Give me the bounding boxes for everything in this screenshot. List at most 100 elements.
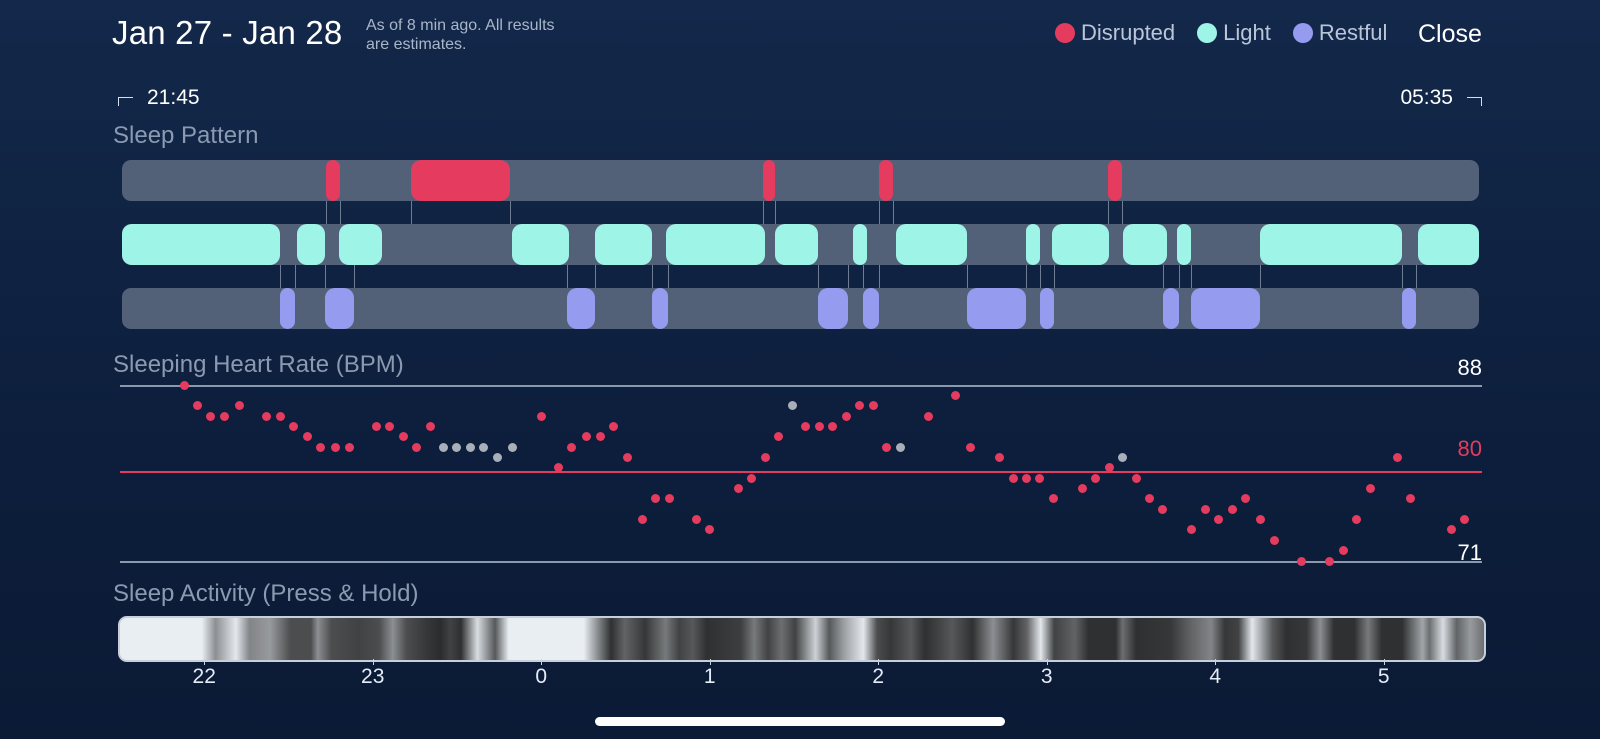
heart-rate-point (492, 452, 502, 462)
x-tick-label: 3 (1040, 665, 1053, 688)
heart-rate-point (385, 421, 395, 431)
restful-track (122, 288, 1479, 329)
disrupted-segment (326, 160, 341, 201)
end-bracket-icon (1467, 96, 1482, 106)
start-bracket-icon (118, 96, 133, 106)
date-range-title: Jan 27 - Jan 28 (112, 14, 343, 51)
x-tick-label: 0 (535, 665, 548, 688)
heart-rate-point (275, 411, 285, 421)
end-time: 05:35 (1400, 86, 1482, 110)
disrupted-segment (762, 160, 776, 201)
hr-avg-line (120, 471, 1482, 473)
stage-transition-line (1026, 265, 1028, 288)
heart-rate-point (235, 401, 245, 411)
stage-transition-line (1040, 265, 1042, 288)
close-button[interactable]: Close (1418, 20, 1482, 48)
restful-segment (567, 288, 595, 329)
time-axis: 22 23 0 1 2 3 4 5 (120, 659, 1482, 695)
x-tick-mark (878, 659, 880, 665)
heart-rate-point (1392, 452, 1402, 462)
light-segment (1123, 224, 1167, 265)
stage-transition-line (279, 265, 281, 288)
stage-transition-line (594, 265, 596, 288)
restful-segment (324, 288, 355, 329)
light-segment (594, 224, 653, 265)
sleep-activity-bar[interactable] (118, 616, 1486, 662)
restful-segment (279, 288, 296, 329)
restful-segment (818, 288, 848, 329)
heart-rate-point (1091, 473, 1101, 483)
heart-rate-point (868, 401, 878, 411)
x-tick-mark (709, 659, 711, 665)
restful-segment (652, 288, 668, 329)
heart-rate-chart[interactable]: 88 80 71 (120, 355, 1482, 566)
start-time-label: 21:45 (147, 86, 200, 109)
light-segment (511, 224, 569, 265)
light-segment (775, 224, 819, 265)
heart-rate-point (924, 411, 934, 421)
heart-rate-point (1048, 494, 1058, 504)
hr-min-label: 71 (1457, 540, 1482, 565)
stage-transition-line (879, 265, 881, 288)
heart-rate-point (1077, 484, 1087, 494)
heart-rate-point (774, 432, 784, 442)
heart-rate-point (747, 473, 757, 483)
heart-rate-point (995, 452, 1005, 462)
light-segment (1260, 224, 1403, 265)
light-segment (296, 224, 325, 265)
heart-rate-point (344, 442, 354, 452)
heart-rate-point (1187, 525, 1197, 535)
restful-segment (863, 288, 880, 329)
light-dot-icon (1197, 23, 1218, 43)
heart-rate-point (452, 442, 462, 452)
heart-rate-point (1158, 504, 1168, 514)
stage-transition-line (295, 265, 297, 288)
heart-rate-point (1008, 473, 1018, 483)
heart-rate-point (508, 442, 518, 452)
heart-rate-point (622, 452, 632, 462)
heart-rate-point (179, 380, 189, 390)
heart-rate-title: Sleeping Heart Rate (BPM) (113, 351, 404, 378)
light-segment (896, 224, 968, 265)
heart-rate-point (609, 421, 619, 431)
heart-rate-point (1296, 556, 1306, 566)
heart-rate-point (855, 401, 865, 411)
x-tick-label: 4 (1209, 665, 1222, 688)
stage-transition-line (818, 265, 820, 288)
hr-max-line (120, 385, 1482, 387)
light-segment (1052, 224, 1110, 265)
heart-rate-point (1352, 515, 1362, 525)
heart-rate-point (787, 401, 797, 411)
heart-rate-point (582, 432, 592, 442)
stage-transition-line (847, 265, 849, 288)
heart-rate-point (1338, 546, 1348, 556)
restful-segment (1190, 288, 1261, 329)
x-tick-label: 1 (703, 665, 716, 688)
light-segment (1417, 224, 1479, 265)
heart-rate-point (553, 463, 563, 473)
x-tick-mark (1383, 659, 1385, 665)
heart-rate-point (966, 442, 976, 452)
restful-segment (1040, 288, 1054, 329)
heart-rate-point (206, 411, 216, 421)
light-track (122, 224, 1479, 265)
heart-rate-point (219, 411, 229, 421)
home-indicator[interactable] (595, 717, 1005, 726)
heart-rate-point (814, 421, 824, 431)
heart-rate-point (1241, 494, 1251, 504)
heart-rate-point (1022, 473, 1031, 483)
heart-rate-point (664, 494, 674, 504)
stage-transition-line (1163, 265, 1165, 288)
heart-rate-point (828, 421, 838, 431)
light-segment (122, 224, 280, 265)
restful-segment (1163, 288, 1179, 329)
heart-rate-point (567, 442, 577, 452)
stage-transition-line (1416, 265, 1418, 288)
sleep-pattern-chart[interactable] (0, 0, 1600, 340)
restful-segment (967, 288, 1027, 329)
x-tick-mark (1215, 659, 1217, 665)
heart-rate-point (398, 432, 408, 442)
heart-rate-point (595, 432, 605, 442)
stage-transition-line (1107, 201, 1109, 224)
disrupted-segment (879, 160, 893, 201)
